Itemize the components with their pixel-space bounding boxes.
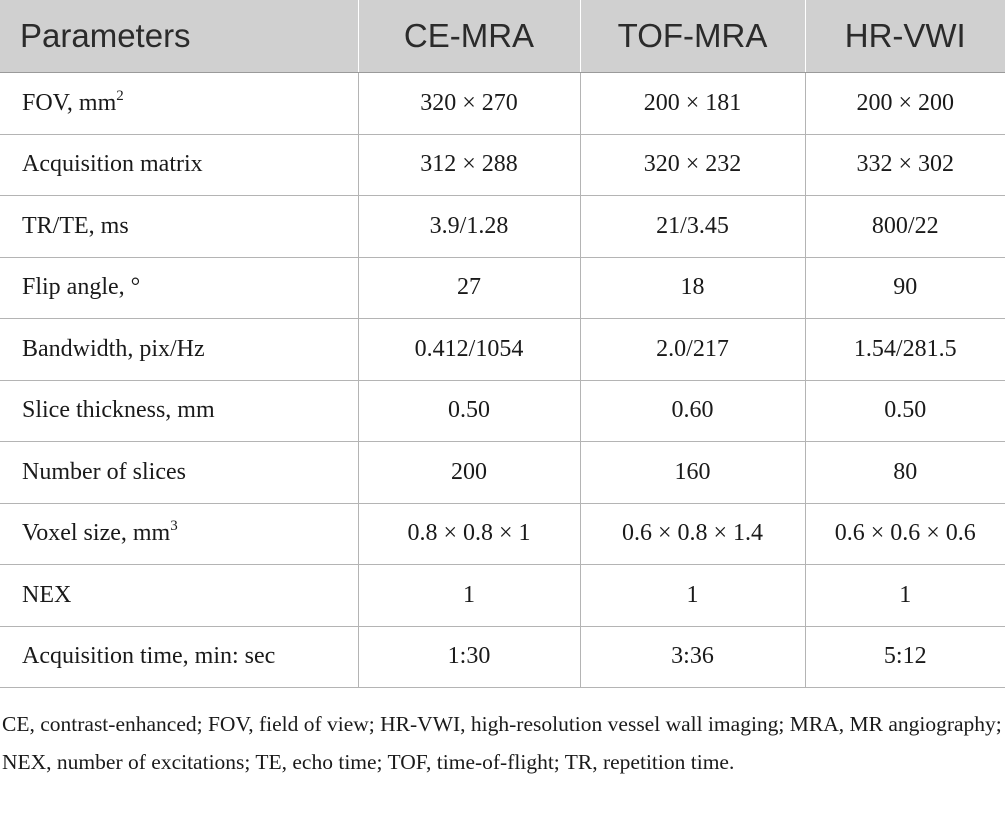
cell-hr-vwi: 5:12: [804, 626, 1005, 688]
cell-tof-mra: 1: [579, 564, 805, 627]
row-label: Number of slices: [0, 441, 358, 504]
parameters-table-container: Parameters CE-MRA TOF-MRA HR-VWI FOV, mm…: [0, 0, 1005, 688]
table-row: Bandwidth, pix/Hz 0.412/1054 2.0/217 1.5…: [0, 318, 1005, 381]
cell-ce-mra: 3.9/1.28: [357, 195, 580, 258]
cell-tof-mra: 3:36: [579, 626, 805, 688]
cell-tof-mra: 200 × 181: [579, 72, 805, 135]
table-row: Voxel size, mm3 0.8 × 0.8 × 1 0.6 × 0.8 …: [0, 503, 1005, 565]
row-label: Bandwidth, pix/Hz: [0, 318, 358, 381]
header-ce-mra: CE-MRA: [357, 0, 580, 73]
table-row: Acquisition matrix 312 × 288 320 × 232 3…: [0, 134, 1005, 196]
cell-tof-mra: 21/3.45: [579, 195, 805, 258]
row-label: Voxel size, mm3: [0, 503, 358, 565]
cell-tof-mra: 2.0/217: [579, 318, 805, 381]
table-row: Flip angle, ° 27 18 90: [0, 257, 1005, 319]
header-hr-vwi: HR-VWI: [804, 0, 1005, 73]
cell-tof-mra: 320 × 232: [579, 134, 805, 196]
cell-ce-mra: 200: [357, 441, 580, 504]
row-label: Flip angle, °: [0, 257, 358, 319]
cell-hr-vwi: 200 × 200: [804, 72, 1005, 135]
cell-ce-mra: 0.8 × 0.8 × 1: [357, 503, 580, 565]
row-label-text: Slice thickness, mm: [22, 397, 215, 424]
table-body: FOV, mm2 320 × 270 200 × 181 200 × 200 A…: [0, 72, 1005, 688]
table-footnote: CE, contrast-enhanced; FOV, field of vie…: [2, 712, 1002, 774]
cell-hr-vwi: 332 × 302: [804, 134, 1005, 196]
cell-tof-mra: 18: [579, 257, 805, 319]
cell-hr-vwi: 80: [804, 441, 1005, 504]
header-parameters: Parameters: [0, 0, 358, 73]
row-label: TR/TE, ms: [0, 195, 358, 258]
row-label: FOV, mm2: [0, 72, 358, 135]
row-label-text: Number of slices: [22, 458, 186, 485]
row-label-text: Bandwidth, pix/Hz: [22, 335, 205, 362]
table-row: Slice thickness, mm 0.50 0.60 0.50: [0, 380, 1005, 442]
row-label-text: FOV, mm: [22, 89, 117, 116]
row-label-text: Flip angle, °: [22, 274, 141, 301]
cell-hr-vwi: 1: [804, 564, 1005, 627]
row-label-text: Acquisition matrix: [22, 151, 203, 178]
table-row: TR/TE, ms 3.9/1.28 21/3.45 800/22: [0, 195, 1005, 258]
table-row: NEX 1 1 1: [0, 564, 1005, 627]
row-label: Acquisition time, min: sec: [0, 626, 358, 688]
cell-hr-vwi: 0.50: [804, 380, 1005, 442]
cell-ce-mra: 0.412/1054: [357, 318, 580, 381]
header-tof-mra: TOF-MRA: [579, 0, 805, 73]
row-label: Slice thickness, mm: [0, 380, 358, 442]
row-label-text: NEX: [22, 581, 72, 608]
row-label-superscript: 2: [116, 87, 124, 104]
cell-ce-mra: 0.50: [357, 380, 580, 442]
table-row: Number of slices 200 160 80: [0, 441, 1005, 504]
cell-hr-vwi: 90: [804, 257, 1005, 319]
cell-hr-vwi: 1.54/281.5: [804, 318, 1005, 381]
cell-hr-vwi: 0.6 × 0.6 × 0.6: [804, 503, 1005, 565]
cell-tof-mra: 160: [579, 441, 805, 504]
row-label-text: TR/TE, ms: [22, 212, 129, 239]
parameters-table: Parameters CE-MRA TOF-MRA HR-VWI FOV, mm…: [0, 0, 1005, 688]
cell-ce-mra: 27: [357, 257, 580, 319]
cell-tof-mra: 0.60: [579, 380, 805, 442]
row-label-superscript: 3: [170, 518, 178, 535]
cell-ce-mra: 1: [357, 564, 580, 627]
cell-hr-vwi: 800/22: [804, 195, 1005, 258]
cell-ce-mra: 1:30: [357, 626, 580, 688]
cell-ce-mra: 320 × 270: [357, 72, 580, 135]
row-label-text: Acquisition time, min: sec: [22, 643, 276, 670]
table-row: FOV, mm2 320 × 270 200 × 181 200 × 200: [0, 72, 1005, 135]
row-label-text: Voxel size, mm: [22, 520, 171, 547]
header-row: Parameters CE-MRA TOF-MRA HR-VWI: [0, 0, 1005, 73]
row-label: NEX: [0, 564, 358, 627]
table-row: Acquisition time, min: sec 1:30 3:36 5:1…: [0, 626, 1005, 688]
table-header: Parameters CE-MRA TOF-MRA HR-VWI: [0, 0, 1005, 73]
row-label: Acquisition matrix: [0, 134, 358, 196]
cell-ce-mra: 312 × 288: [357, 134, 580, 196]
cell-tof-mra: 0.6 × 0.8 × 1.4: [579, 503, 805, 565]
